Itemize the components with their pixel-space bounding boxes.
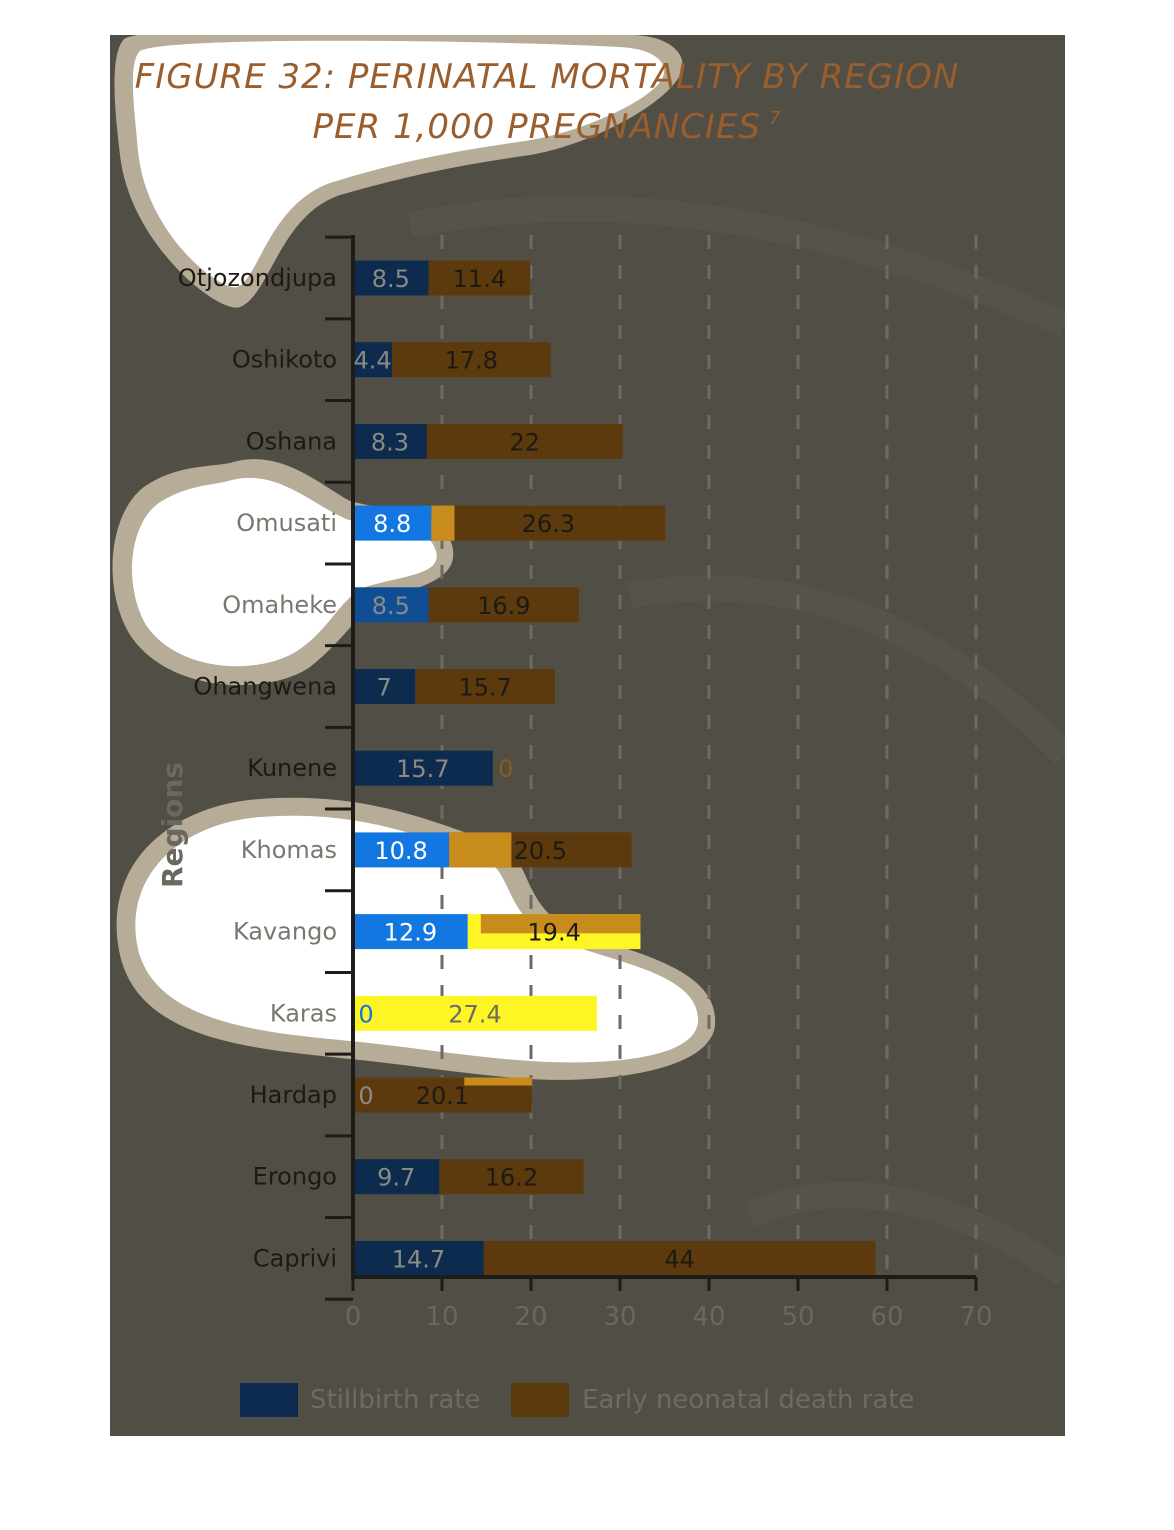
value-label-neonatal-ohangwena: 15.7 bbox=[458, 674, 511, 702]
region-label-kavango: Kavango bbox=[233, 918, 337, 946]
region-label-erongo: Erongo bbox=[253, 1163, 337, 1191]
y-axis-title: Regions bbox=[156, 762, 189, 888]
value-label-stillbirth-hardap: 0 bbox=[358, 1082, 373, 1110]
x-tick-label-60: 60 bbox=[870, 1302, 903, 1332]
value-label-stillbirth-kavango: 12.9 bbox=[384, 919, 437, 947]
value-label-neonatal-kavango: 19.4 bbox=[527, 919, 580, 947]
region-label-kunene: Kunene bbox=[247, 754, 337, 782]
bar-neonatal-otjozondjupa bbox=[428, 260, 531, 296]
bar-neonatal-ohangwena bbox=[415, 669, 556, 704]
region-label-oshana: Oshana bbox=[246, 427, 337, 455]
region-label-ohangwena: Ohangwena bbox=[193, 673, 337, 701]
value-label-neonatal-karas: 27.4 bbox=[448, 1000, 501, 1028]
bar-neonatal-karas bbox=[353, 995, 597, 1031]
value-label-stillbirth-karas: 0 bbox=[358, 1000, 373, 1028]
value-label-neonatal-otjozondjupa: 11.4 bbox=[453, 265, 506, 293]
bar-stillbirth-oshana bbox=[353, 423, 427, 459]
bar-stillbirth-erongo bbox=[353, 1159, 440, 1195]
bar-neonatal-caprivi bbox=[483, 1240, 876, 1276]
legend-label-neonatal: Early neonatal death rate bbox=[582, 1385, 915, 1415]
background-swooshes bbox=[407, 195, 1065, 1286]
x-tick-label-30: 30 bbox=[603, 1302, 636, 1332]
value-label-stillbirth-erongo: 9.7 bbox=[377, 1164, 415, 1192]
region-label-omaheke: Omaheke bbox=[222, 591, 337, 619]
bar-neonatal-erongo bbox=[439, 1159, 584, 1195]
bar-neonatal-highlight-khomas bbox=[449, 832, 512, 868]
value-label-stillbirth-oshana: 8.3 bbox=[371, 428, 409, 456]
value-label-stillbirth-khomas: 10.8 bbox=[374, 837, 427, 865]
labels: 8.5 11.4 Otjozondjupa 4.4 17.8 Oshikoto 8.3 22 O… bbox=[178, 264, 695, 1273]
legend-swatch-neonatal bbox=[511, 1383, 569, 1417]
bar-stillbirth-khomas bbox=[353, 832, 450, 868]
region-label-oshikoto: Oshikoto bbox=[232, 346, 337, 374]
bar-stillbirth-ohangwena bbox=[353, 669, 416, 704]
value-label-neonatal-omusati: 26.3 bbox=[522, 510, 575, 538]
value-label-neonatal-kunene: 0 bbox=[498, 755, 513, 783]
title-superscript: 7 bbox=[769, 108, 781, 129]
bar-stillbirth-kavango bbox=[353, 914, 468, 950]
value-label-stillbirth-kunene: 15.7 bbox=[396, 755, 449, 783]
value-label-stillbirth-omaheke: 8.5 bbox=[372, 592, 410, 620]
legend-label-stillbirth: Stillbirth rate bbox=[310, 1385, 481, 1415]
chart-subtitle-text: PER 1,000 PREGNANCIES bbox=[313, 107, 761, 147]
region-label-karas: Karas bbox=[270, 999, 337, 1027]
chart-panel: 0 10 20 30 40 50 60 70 8.5 11.4 Otjozondjupa 4.4 17… bbox=[110, 35, 1065, 1436]
axes: 0 10 20 30 40 50 60 70 bbox=[325, 235, 993, 1332]
bar-stillbirth-otjozondjupa bbox=[353, 260, 429, 296]
value-label-neonatal-oshikoto: 17.8 bbox=[445, 347, 498, 375]
value-label-stillbirth-ohangwena: 7 bbox=[377, 674, 392, 702]
value-label-stillbirth-otjozondjupa: 8.5 bbox=[372, 265, 410, 293]
blob-title-fill bbox=[132, 40, 665, 288]
x-tick-label-50: 50 bbox=[781, 1302, 814, 1332]
value-label-neonatal-omaheke: 16.9 bbox=[477, 592, 530, 620]
gridlines bbox=[440, 235, 978, 1277]
bar-neonatal-omaheke bbox=[428, 587, 580, 623]
bar-stillbirth-oshikoto bbox=[353, 342, 393, 378]
bar-neonatal-oshana bbox=[426, 423, 623, 459]
region-label-khomas: Khomas bbox=[241, 836, 337, 864]
bar-stillbirth-omaheke bbox=[353, 587, 429, 623]
value-label-stillbirth-caprivi: 14.7 bbox=[392, 1245, 445, 1273]
bar-neonatal-highlight-hardap bbox=[464, 1077, 532, 1086]
value-label-stillbirth-omusati: 8.8 bbox=[373, 510, 411, 538]
x-tick-label-10: 10 bbox=[425, 1302, 458, 1332]
bars bbox=[353, 260, 876, 1276]
bar-stillbirth-omusati bbox=[353, 505, 432, 541]
region-label-caprivi: Caprivi bbox=[253, 1244, 337, 1272]
bar-neonatal-omusati bbox=[431, 505, 666, 541]
region-label-omusati: Omusati bbox=[236, 509, 337, 537]
region-label-hardap: Hardap bbox=[250, 1081, 337, 1109]
legend-swatch-stillbirth bbox=[240, 1383, 298, 1417]
bar-neonatal-highlight-kavango bbox=[480, 914, 641, 934]
x-tick-label-70: 70 bbox=[959, 1302, 992, 1332]
value-label-stillbirth-oshikoto: 4.4 bbox=[353, 347, 391, 375]
value-label-neonatal-hardap: 20.1 bbox=[416, 1082, 469, 1110]
x-tick-label-0: 0 bbox=[345, 1302, 362, 1332]
value-label-neonatal-caprivi: 44 bbox=[664, 1245, 695, 1273]
x-tick-label-40: 40 bbox=[692, 1302, 725, 1332]
region-label-otjozondjupa: Otjozondjupa bbox=[178, 264, 337, 292]
value-label-neonatal-erongo: 16.2 bbox=[485, 1164, 538, 1192]
value-label-neonatal-oshana: 22 bbox=[509, 428, 540, 456]
legend: Stillbirth rate Early neonatal death rat… bbox=[240, 1383, 915, 1417]
bar-neonatal-highlight-omusati bbox=[431, 505, 455, 541]
chart-title: FIGURE 32: PERINATAL MORTALITY BY REGION bbox=[135, 57, 960, 97]
chart-subtitle: PER 1,000 PREGNANCIES 7 bbox=[313, 107, 782, 147]
bar-stillbirth-caprivi bbox=[353, 1240, 484, 1276]
x-tick-label-20: 20 bbox=[514, 1302, 547, 1332]
bar-stillbirth-kunene bbox=[353, 750, 493, 786]
highlight-blobs bbox=[112, 35, 716, 1080]
bar-neonatal-oshikoto bbox=[392, 342, 551, 378]
value-label-neonatal-khomas: 20.5 bbox=[514, 837, 567, 865]
